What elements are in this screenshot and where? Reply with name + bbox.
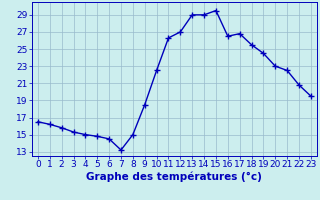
X-axis label: Graphe des températures (°c): Graphe des températures (°c) (86, 172, 262, 182)
